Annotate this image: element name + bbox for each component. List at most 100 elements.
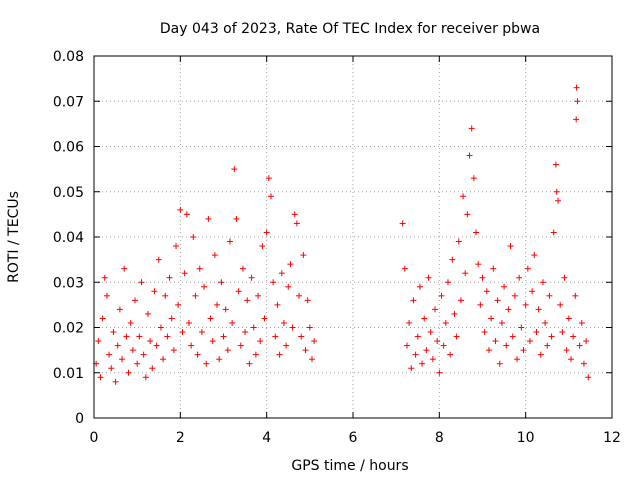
data-point: [276, 351, 283, 358]
data-point: [196, 265, 203, 272]
data-point: [242, 329, 249, 336]
x-tick-label: 10: [517, 430, 535, 446]
data-points: [93, 84, 592, 385]
data-point: [155, 256, 162, 263]
data-point: [106, 351, 113, 358]
data-point: [103, 292, 110, 299]
data-point: [216, 356, 223, 363]
data-point: [192, 292, 199, 299]
data-point: [550, 229, 557, 236]
data-point: [226, 238, 233, 245]
data-point: [488, 315, 495, 322]
data-point: [552, 161, 559, 168]
data-point: [408, 365, 415, 372]
data-point: [401, 265, 408, 272]
data-point: [222, 306, 229, 313]
data-point: [563, 347, 570, 354]
data-point: [110, 329, 117, 336]
data-point: [205, 215, 212, 222]
data-point: [265, 175, 272, 182]
data-point: [220, 333, 227, 340]
data-point: [311, 338, 318, 345]
data-point: [462, 270, 469, 277]
data-point: [300, 252, 307, 259]
data-point: [479, 274, 486, 281]
data-point: [250, 324, 257, 331]
data-point: [574, 98, 581, 105]
data-point: [539, 279, 546, 286]
data-point: [570, 333, 577, 340]
data-point: [149, 365, 156, 372]
data-point: [470, 175, 477, 182]
data-point: [440, 342, 447, 349]
data-point: [198, 329, 205, 336]
data-point: [475, 261, 482, 268]
y-tick-label: 0.04: [53, 230, 84, 246]
data-point: [261, 315, 268, 322]
y-tick-label: 0.07: [53, 94, 84, 110]
data-point: [414, 333, 421, 340]
data-point: [535, 306, 542, 313]
data-point: [485, 347, 492, 354]
data-point: [125, 369, 132, 376]
data-point: [123, 333, 130, 340]
data-point: [559, 329, 566, 336]
data-point: [576, 342, 583, 349]
data-point: [548, 333, 555, 340]
data-point: [507, 243, 514, 250]
data-point: [457, 297, 464, 304]
data-point: [99, 315, 106, 322]
data-point: [255, 292, 262, 299]
data-point: [501, 283, 508, 290]
data-point: [214, 301, 221, 308]
x-tick-label: 4: [262, 430, 271, 446]
data-point: [557, 301, 564, 308]
data-point: [235, 288, 242, 295]
y-tick-label: 0.02: [53, 321, 84, 337]
data-point: [263, 229, 270, 236]
data-point: [257, 338, 264, 345]
y-tick-label: 0.05: [53, 185, 84, 201]
data-point: [108, 365, 115, 372]
data-point: [229, 319, 236, 326]
data-point: [399, 220, 406, 227]
data-point: [421, 315, 428, 322]
data-point: [233, 215, 240, 222]
data-point: [444, 279, 451, 286]
data-point: [565, 315, 572, 322]
data-point: [498, 319, 505, 326]
x-axis-label: GPS time / hours: [291, 458, 408, 474]
data-point: [561, 274, 568, 281]
data-point: [464, 211, 471, 218]
data-point: [248, 274, 255, 281]
x-tick-label: 12: [603, 430, 621, 446]
data-point: [168, 315, 175, 322]
data-point: [160, 356, 167, 363]
data-point: [289, 324, 296, 331]
data-point: [585, 374, 592, 381]
axis-ticks: [93, 55, 613, 419]
data-point: [466, 152, 473, 159]
data-point: [438, 292, 445, 299]
data-point: [209, 338, 216, 345]
data-point: [166, 274, 173, 281]
y-tick-labels: 0 0.01 0.02 0.03 0.04 0.05 0.06 0.07 0.08: [53, 49, 84, 427]
data-point: [285, 283, 292, 290]
data-point: [224, 347, 231, 354]
data-point: [287, 261, 294, 268]
data-point: [175, 301, 182, 308]
data-point: [544, 342, 551, 349]
x-tick-label: 0: [90, 430, 99, 446]
y-tick-label: 0.06: [53, 140, 84, 156]
y-tick-label: 0: [75, 411, 84, 427]
data-point: [194, 351, 201, 358]
data-point: [483, 288, 490, 295]
data-point: [164, 333, 171, 340]
data-point: [308, 356, 315, 363]
data-point: [296, 292, 303, 299]
data-point: [259, 243, 266, 250]
data-point: [580, 360, 587, 367]
data-point: [453, 333, 460, 340]
